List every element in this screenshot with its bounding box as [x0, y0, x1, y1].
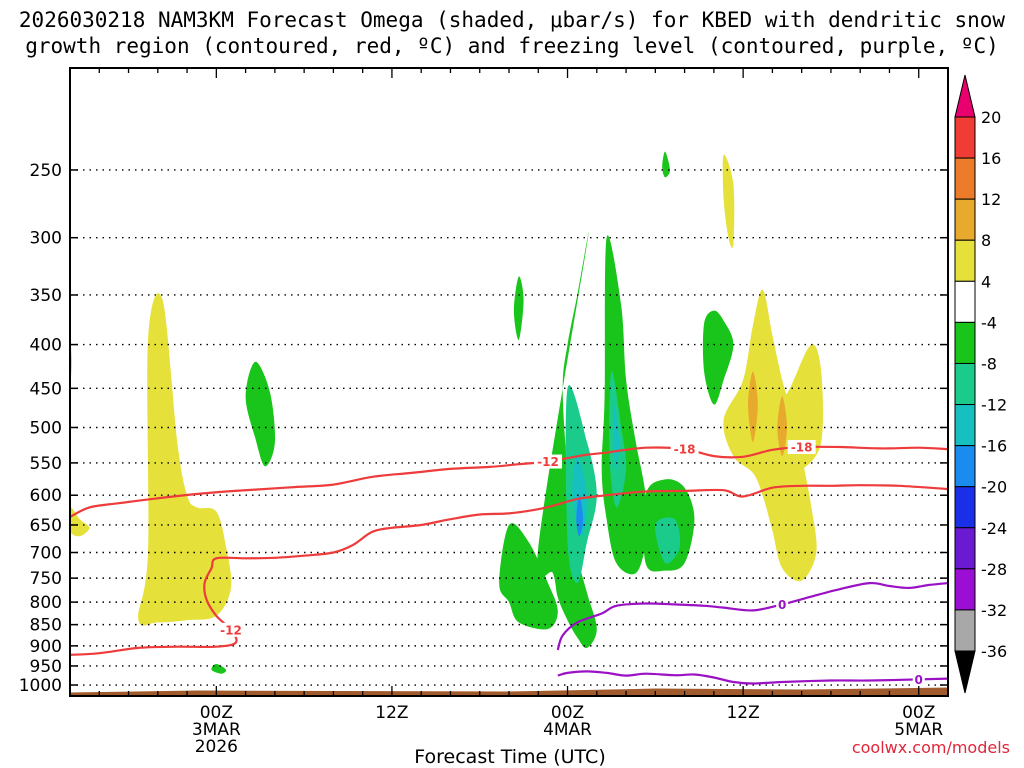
colorbar-box-0	[954, 116, 976, 159]
omega-region-15	[723, 289, 817, 582]
x-tick-label-2-0: 00Z	[551, 703, 584, 723]
omega-region-3	[537, 231, 597, 649]
x-tick-label-0-2: 2026	[195, 737, 238, 757]
colorbar-label-5: -4	[981, 313, 997, 332]
contour-label-bg-1	[534, 454, 563, 469]
colorbar-label-11: -28	[981, 560, 1007, 579]
y-tick-label-400: 400	[30, 336, 62, 356]
colorbar-box-1	[954, 157, 976, 200]
colorbar-label-12: -32	[981, 601, 1007, 620]
x-axis-title: Forecast Time (UTC)	[414, 746, 605, 768]
contour-3	[556, 581, 948, 651]
x-tick-label-0-0: 00Z	[200, 703, 233, 723]
y-tick-label-650: 650	[30, 516, 62, 536]
colorbar-box-7	[954, 404, 976, 447]
y-tick-label-850: 850	[30, 616, 62, 636]
contour-label-bg-4	[776, 597, 789, 612]
colorbar-label-10: -24	[981, 519, 1007, 538]
contour-label-bg-2	[670, 442, 699, 457]
colorbar-label-4: 4	[981, 272, 991, 291]
y-tick-label-900: 900	[30, 637, 62, 657]
x-tick-label-3-0: 12Z	[726, 703, 759, 723]
colorbar-box-5	[954, 321, 976, 364]
omega-region-20	[662, 151, 670, 178]
omega-region-4	[499, 523, 558, 630]
credit-text: coolwx.com/models	[852, 738, 1010, 757]
contour-label-1: -12	[537, 455, 559, 469]
omega-region-14	[513, 276, 524, 340]
colorbar-label-3: 8	[981, 231, 991, 250]
omega-shading-layer	[70, 151, 948, 696]
y-tick-label-600: 600	[30, 486, 62, 506]
contour-label-4: 0	[778, 598, 786, 612]
colorbar-box-9	[954, 486, 976, 529]
y-tick-label-750: 750	[30, 569, 62, 589]
contour-lines: -12 -12 -18 -18 0 0	[70, 440, 948, 687]
x-tick-label-4-1: 5MAR	[894, 720, 943, 740]
contour-label-3: -18	[791, 441, 813, 455]
y-tick-label-700: 700	[30, 544, 62, 564]
colorbar-label-7: -12	[981, 396, 1007, 415]
colorbar-box-6	[954, 362, 976, 406]
colorbar-box-12	[954, 609, 976, 652]
omega-region-17	[748, 371, 758, 443]
y-tick-label-550: 550	[30, 454, 62, 474]
x-tick-label-0-1: 3MAR	[192, 720, 241, 740]
colorbar-label-6: -8	[981, 354, 997, 373]
y-tick-label-450: 450	[30, 379, 62, 399]
y-tick-label-250: 250	[30, 161, 62, 181]
y-tick-label-300: 300	[30, 229, 62, 249]
omega-region-10	[613, 404, 620, 471]
colorbar-box-2	[954, 198, 976, 241]
y-tick-label-1000: 1000	[19, 676, 62, 696]
x-tick-label-1-0: 12Z	[375, 703, 408, 723]
colorbar-label-9: -20	[981, 478, 1007, 497]
colorbar-label-13: -36	[981, 642, 1007, 661]
colorbar-top-arrow	[954, 74, 976, 118]
colorbar-box-3	[954, 239, 976, 282]
omega-region-18	[777, 396, 787, 457]
colorbar-label-8: -16	[981, 437, 1007, 456]
y-tick-label-500: 500	[30, 418, 62, 438]
omega-region-7	[576, 495, 584, 537]
colorbar-label-2: 12	[981, 190, 1001, 209]
chart-title-line-1: 2026030218 NAM3KM Forecast Omega (shaded…	[19, 8, 1006, 32]
omega-region-13	[702, 310, 734, 405]
colorbar: 20 16 12 8 4 -4 -8 -12 -16 -20 -24 -28 -32 -36	[954, 74, 1007, 694]
colorbar-box-11	[954, 568, 976, 611]
chart-title-line-2: growth region (contoured, red, ºC) and f…	[25, 34, 999, 58]
contour-label-bg-5	[912, 672, 925, 687]
x-tick-label-2-1: 4MAR	[543, 720, 592, 740]
colorbar-box-4	[954, 280, 976, 323]
pressure-axis: 2503003504004505005506006507007508008509…	[19, 161, 948, 696]
omega-region-21	[211, 664, 227, 674]
contour-label-5: 0	[915, 673, 923, 687]
x-tick-label-4-0: 00Z	[902, 703, 935, 723]
y-tick-label-350: 350	[30, 286, 62, 306]
colorbar-label-0: 20	[981, 108, 1001, 127]
colorbar-label-1: 16	[981, 149, 1001, 168]
omega-region-12	[655, 517, 681, 564]
y-tick-label-950: 950	[30, 657, 62, 677]
contour-label-bg-0	[216, 622, 245, 637]
contour-4	[557, 670, 948, 685]
colorbar-box-8	[954, 445, 976, 488]
colorbar-box-10	[954, 527, 976, 570]
omega-region-0	[138, 293, 232, 626]
omega-region-19	[722, 154, 735, 248]
y-tick-label-800: 800	[30, 593, 62, 613]
contour-label-0: -12	[220, 623, 242, 637]
contour-label-2: -18	[674, 443, 696, 457]
contour-label-bg-3	[787, 440, 816, 455]
colorbar-bottom-arrow	[954, 650, 976, 694]
